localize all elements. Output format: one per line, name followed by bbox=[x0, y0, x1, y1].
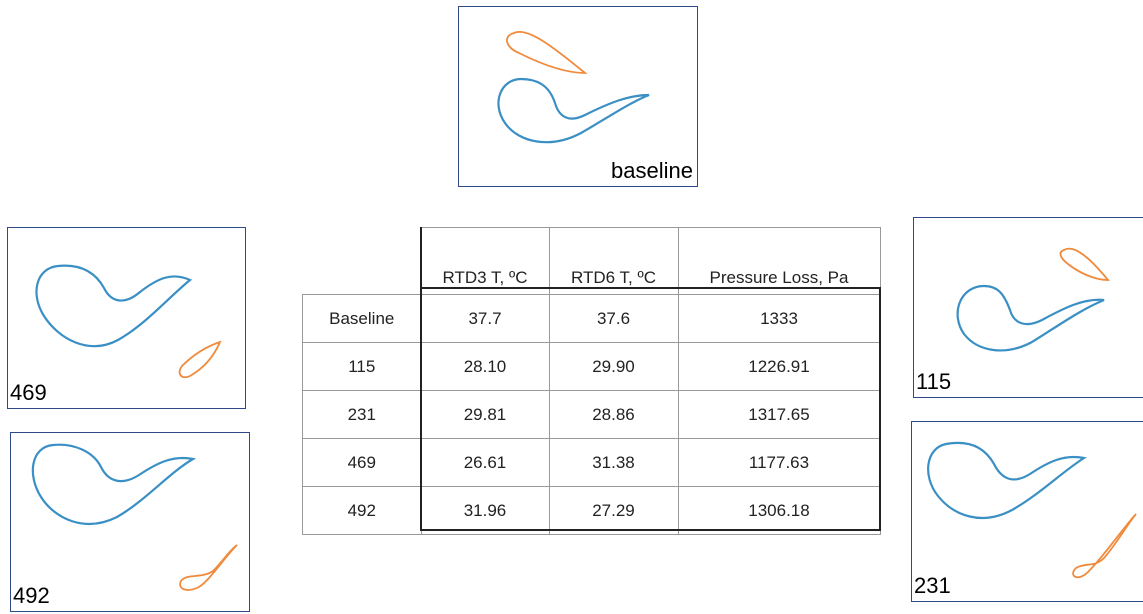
blade-drawing bbox=[956, 247, 1110, 352]
table-row: Baseline 37.7 37.6 1333 bbox=[302, 294, 881, 343]
table-cell: 37.7 bbox=[420, 294, 550, 343]
blade-drawing bbox=[497, 31, 650, 144]
panel-label: 492 bbox=[11, 583, 52, 609]
table-cell: 31.38 bbox=[548, 438, 679, 487]
blade-drawing bbox=[35, 264, 222, 379]
panel-label: 115 bbox=[914, 369, 954, 395]
table-divider bbox=[420, 227, 422, 288]
table-cell: 1226.91 bbox=[677, 342, 881, 391]
table-row: 231 29.81 28.86 1317.65 bbox=[302, 390, 881, 439]
table-body: Baseline 37.7 37.6 1333 115 28.10 29.90 1226.91… bbox=[302, 294, 881, 535]
table-cell: 26.61 bbox=[420, 438, 550, 487]
panel-label: 231 bbox=[912, 573, 953, 599]
panel-label: 469 bbox=[8, 380, 49, 406]
panel-115: 115 bbox=[913, 217, 1143, 398]
results-table: RTD3 T, ºC RTD6 T, ºC Pressure Loss, Pa … bbox=[302, 227, 881, 535]
panel-492: 492 bbox=[10, 432, 250, 612]
table-row: 469 26.61 31.38 1177.63 bbox=[302, 438, 881, 487]
row-label: 492 bbox=[302, 486, 422, 535]
table-cell: 29.81 bbox=[420, 390, 550, 439]
table-row: 115 28.10 29.90 1226.91 bbox=[302, 342, 881, 391]
table-cell: 1177.63 bbox=[677, 438, 881, 487]
blade-drawing bbox=[31, 443, 238, 591]
row-label: 115 bbox=[302, 342, 422, 391]
panel-231: 231 bbox=[911, 421, 1143, 602]
table-cell: 37.6 bbox=[548, 294, 679, 343]
row-label: Baseline bbox=[302, 294, 422, 343]
header-cell: RTD3 T, ºC bbox=[420, 227, 550, 295]
header-row: RTD3 T, ºC RTD6 T, ºC Pressure Loss, Pa bbox=[302, 227, 881, 295]
blade-drawing bbox=[927, 441, 1137, 579]
header-cell: Pressure Loss, Pa bbox=[677, 227, 881, 295]
header-cell: RTD6 T, ºC bbox=[548, 227, 679, 295]
panel-label: baseline bbox=[609, 158, 695, 184]
table-row: 492 31.96 27.29 1306.18 bbox=[302, 486, 881, 535]
table-cell: 28.10 bbox=[420, 342, 550, 391]
panel-469: 469 bbox=[7, 227, 246, 409]
table-cell: 27.29 bbox=[548, 486, 679, 535]
table-cell: 31.96 bbox=[420, 486, 550, 535]
table-cell: 1317.65 bbox=[677, 390, 881, 439]
corner-cell bbox=[302, 227, 422, 295]
table-cell: 28.86 bbox=[548, 390, 679, 439]
panel-baseline: baseline bbox=[458, 6, 698, 187]
table-cell: 29.90 bbox=[548, 342, 679, 391]
row-label: 231 bbox=[302, 390, 422, 439]
table-cell: 1333 bbox=[677, 294, 881, 343]
row-label: 469 bbox=[302, 438, 422, 487]
table-cell: 1306.18 bbox=[677, 486, 881, 535]
